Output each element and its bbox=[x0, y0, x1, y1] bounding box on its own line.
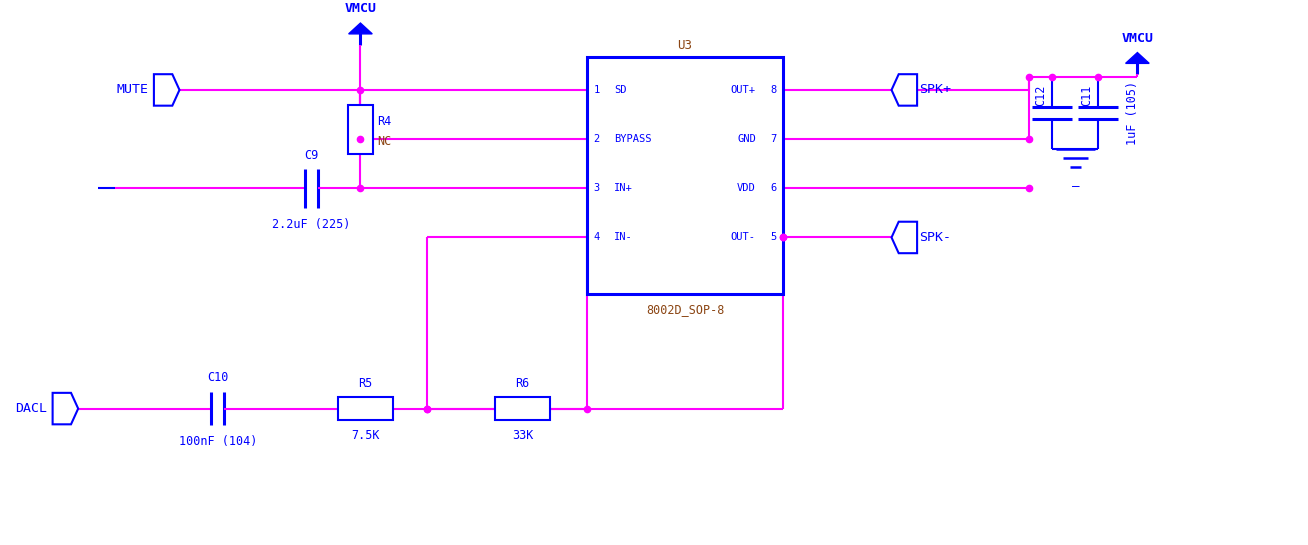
Bar bbox=[587, 57, 783, 294]
Text: 100nF (104): 100nF (104) bbox=[179, 435, 258, 448]
Text: OUT-: OUT- bbox=[731, 233, 756, 243]
Text: C9: C9 bbox=[305, 149, 318, 162]
Text: U3: U3 bbox=[678, 39, 692, 52]
Polygon shape bbox=[349, 23, 373, 34]
Polygon shape bbox=[892, 222, 917, 253]
Polygon shape bbox=[892, 74, 917, 106]
Text: SPK-: SPK- bbox=[920, 231, 951, 244]
Text: DACL: DACL bbox=[14, 402, 47, 415]
Text: 6: 6 bbox=[770, 183, 777, 193]
Bar bbox=[496, 397, 551, 420]
Text: BYPASS: BYPASS bbox=[615, 134, 651, 144]
Bar bbox=[348, 105, 373, 154]
Text: IN+: IN+ bbox=[615, 183, 633, 193]
Text: 8: 8 bbox=[770, 85, 777, 95]
Text: 4: 4 bbox=[594, 233, 600, 243]
Text: SD: SD bbox=[615, 85, 627, 95]
Text: R6: R6 bbox=[515, 377, 530, 390]
Text: C11: C11 bbox=[1080, 84, 1093, 106]
Text: C10: C10 bbox=[207, 371, 229, 384]
Polygon shape bbox=[154, 74, 179, 106]
Text: 1uF (105): 1uF (105) bbox=[1126, 81, 1138, 145]
Text: R4: R4 bbox=[377, 115, 391, 128]
Polygon shape bbox=[1126, 52, 1150, 63]
Text: 2: 2 bbox=[594, 134, 600, 144]
Text: –: – bbox=[1071, 180, 1079, 193]
Text: VMCU: VMCU bbox=[344, 2, 377, 15]
Text: 7: 7 bbox=[770, 134, 777, 144]
Text: IN-: IN- bbox=[615, 233, 633, 243]
Text: MUTE: MUTE bbox=[116, 83, 148, 96]
Polygon shape bbox=[52, 393, 78, 425]
Text: OUT+: OUT+ bbox=[731, 85, 756, 95]
Text: GND: GND bbox=[736, 134, 756, 144]
Text: 7.5K: 7.5K bbox=[351, 429, 379, 442]
Text: C12: C12 bbox=[1033, 84, 1046, 106]
Text: 5: 5 bbox=[770, 233, 777, 243]
Text: 1: 1 bbox=[594, 85, 600, 95]
Text: NC: NC bbox=[377, 135, 391, 148]
Bar bbox=[337, 397, 392, 420]
Text: VMCU: VMCU bbox=[1121, 32, 1154, 45]
Text: R5: R5 bbox=[358, 377, 373, 390]
Text: 3: 3 bbox=[594, 183, 600, 193]
Text: VDD: VDD bbox=[736, 183, 756, 193]
Text: 2.2uF (225): 2.2uF (225) bbox=[272, 218, 351, 231]
Text: 33K: 33K bbox=[511, 429, 534, 442]
Text: 8002D_SOP-8: 8002D_SOP-8 bbox=[646, 304, 725, 316]
Text: SPK+: SPK+ bbox=[920, 83, 951, 96]
